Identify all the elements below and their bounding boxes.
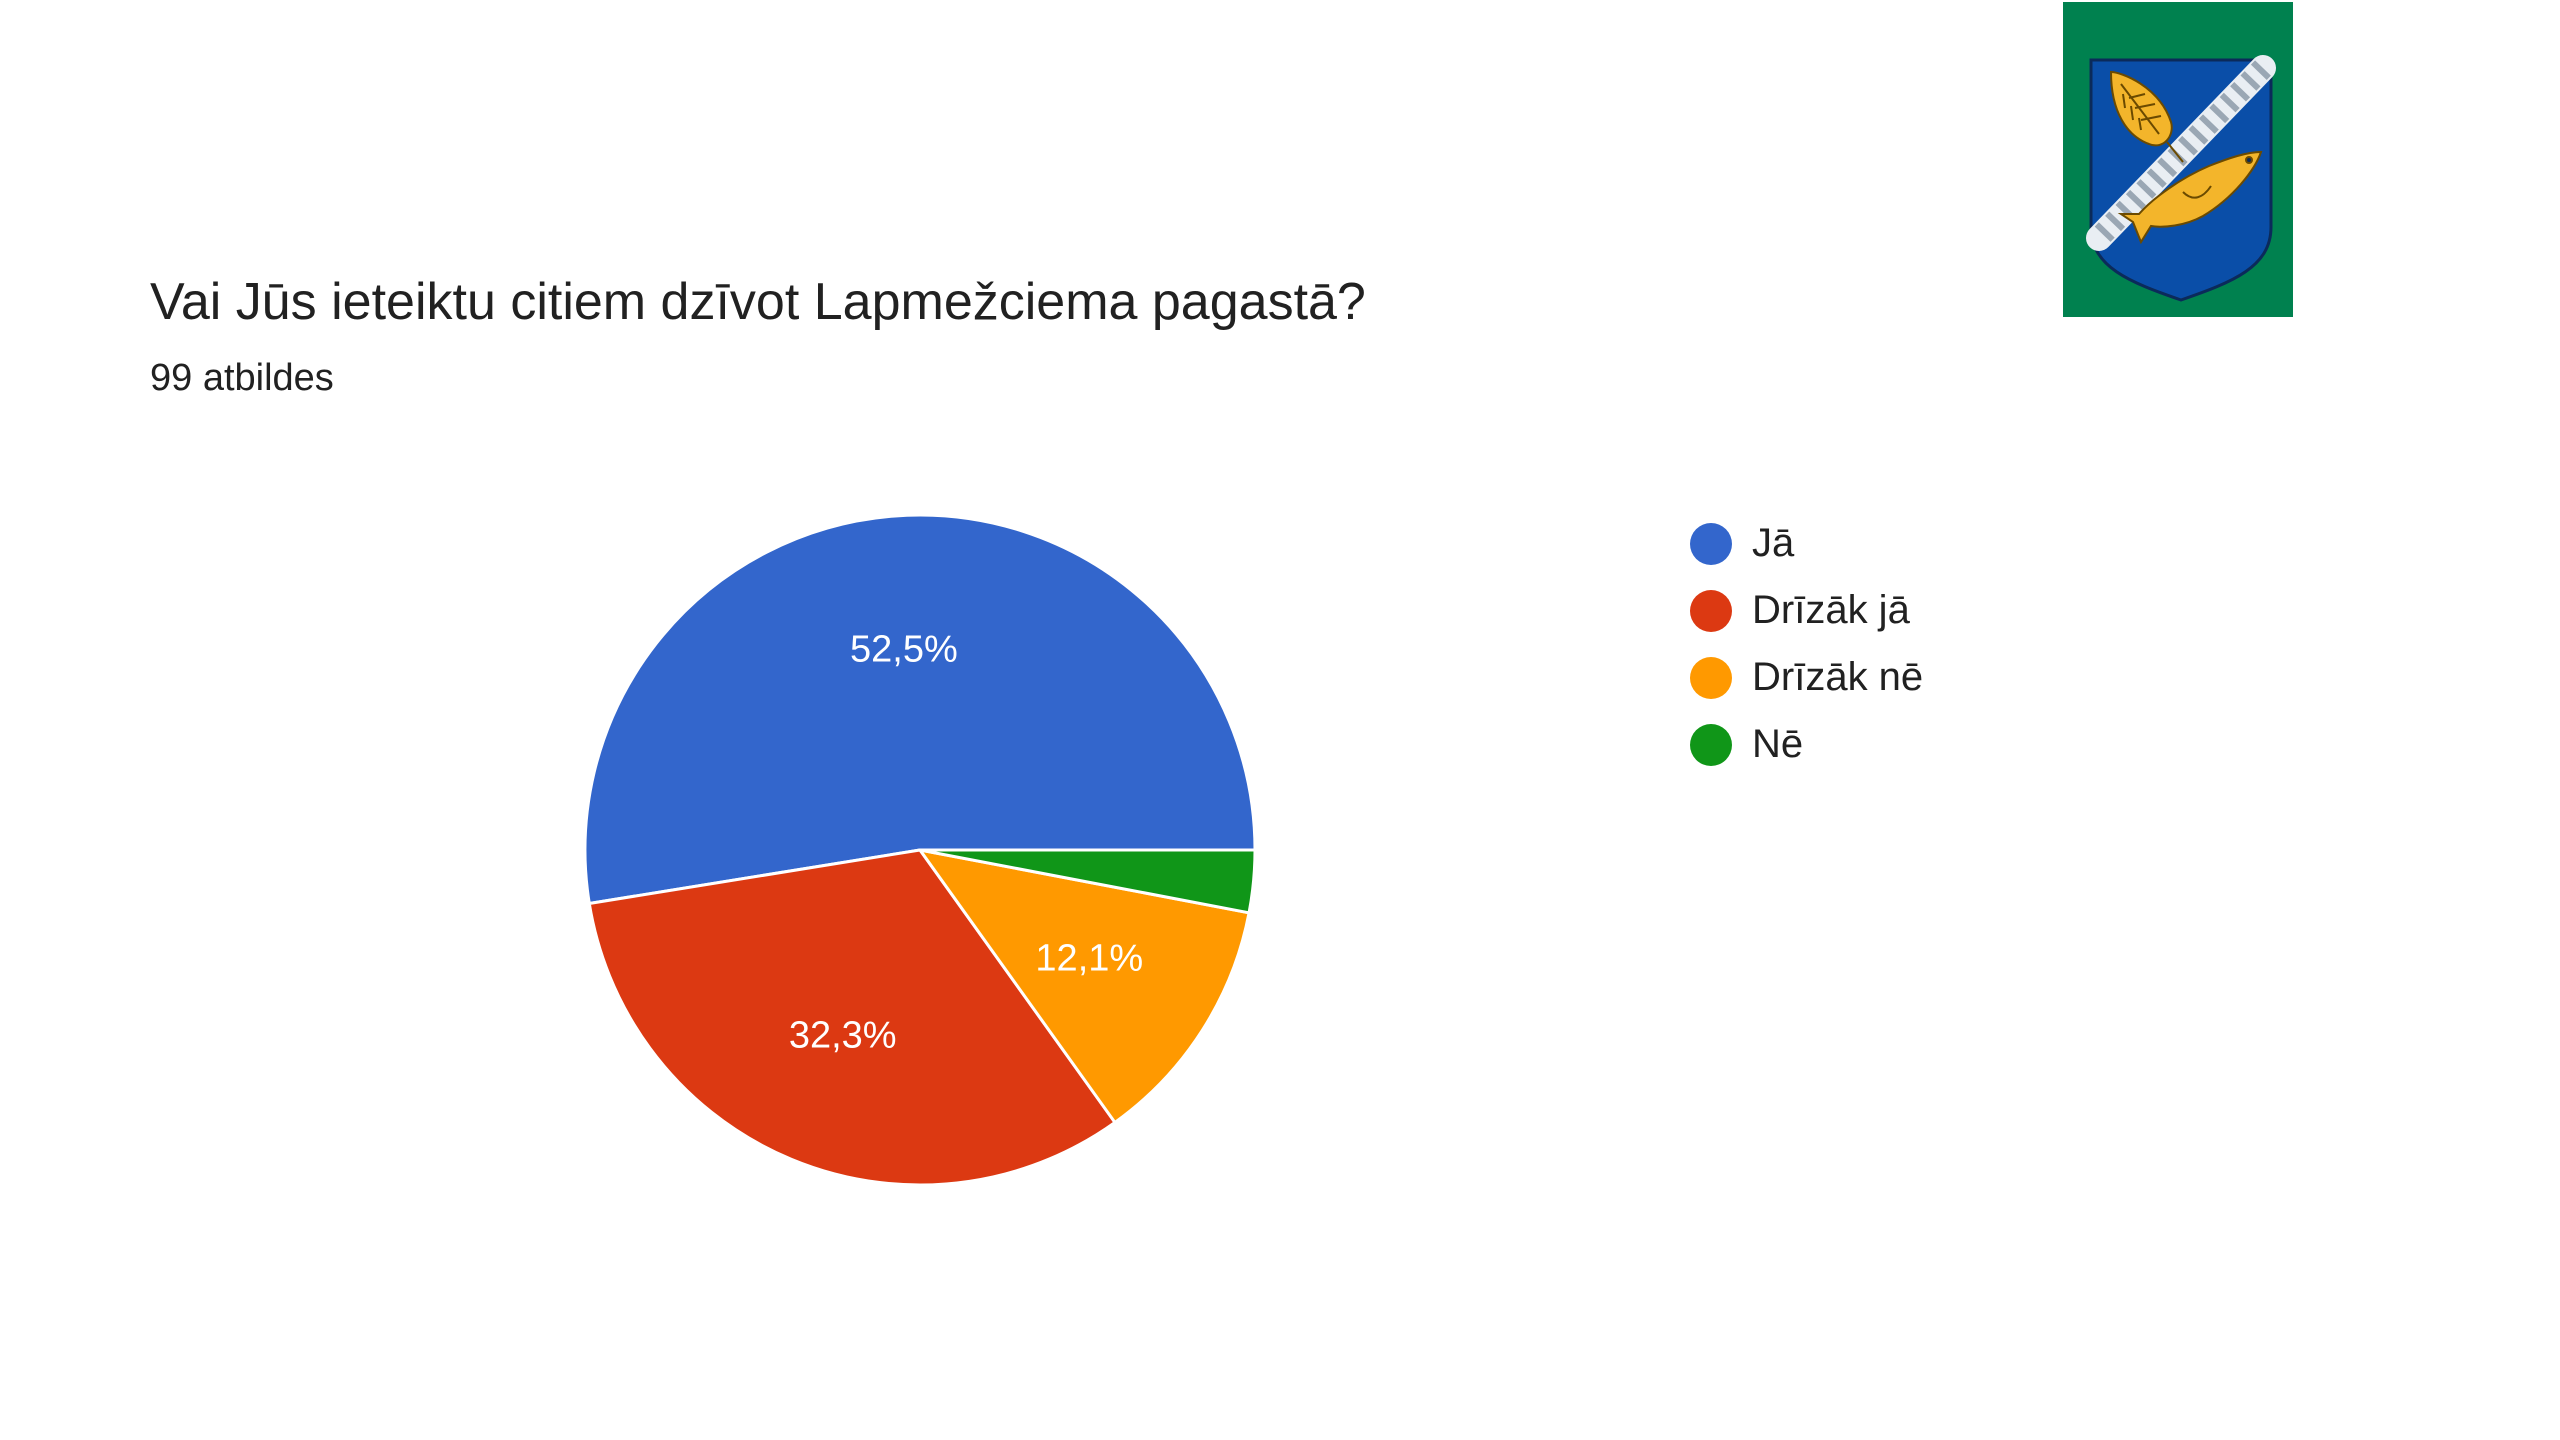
- legend-label: Nē: [1752, 722, 1804, 766]
- pie-slice-ne[interactable]: [918, 848, 1257, 915]
- slice-label-ja: 52,5%: [850, 629, 958, 671]
- legend-label: Drīzāk jā: [1752, 588, 1910, 632]
- chart-legend: Jā Drīzāk jā Drīzāk nē Nē: [1690, 510, 1923, 778]
- response-count: 99 atbildes: [150, 357, 334, 399]
- diagonal-band-stripes: [2091, 60, 2271, 246]
- birch-leaf-icon: [2109, 70, 2184, 163]
- slice-label-drizak-ja: 32,3%: [789, 1015, 897, 1057]
- fish-icon: [2117, 150, 2263, 245]
- legend-item-ne[interactable]: Nē: [1690, 711, 1923, 778]
- pie-slice-drizak-ja[interactable]: [587, 848, 1117, 1187]
- legend-label: Drīzāk nē: [1752, 655, 1924, 699]
- slice-label-drizak-ne: 12,1%: [1035, 937, 1143, 979]
- legend-item-drizak-ja[interactable]: Drīzāk jā: [1690, 577, 1923, 644]
- legend-swatch: [1690, 522, 1732, 565]
- pie-slice-ja[interactable]: [583, 513, 1257, 905]
- legend-swatch: [1690, 589, 1732, 632]
- legend-item-ja[interactable]: Jā: [1690, 510, 1923, 577]
- pie-slice-drizak-ne[interactable]: [918, 848, 1251, 1124]
- legend-label: Jā: [1752, 521, 1795, 565]
- pie-chart: 52,5% 32,3% 12,1%: [583, 513, 1257, 1187]
- coat-of-arms-logo: [2063, 2, 2293, 317]
- chart-title: Vai Jūs ieteiktu citiem dzīvot Lapmežcie…: [150, 273, 1366, 331]
- legend-item-drizak-ne[interactable]: Drīzāk nē: [1690, 644, 1923, 711]
- legend-swatch: [1690, 723, 1732, 766]
- legend-swatch: [1690, 656, 1732, 699]
